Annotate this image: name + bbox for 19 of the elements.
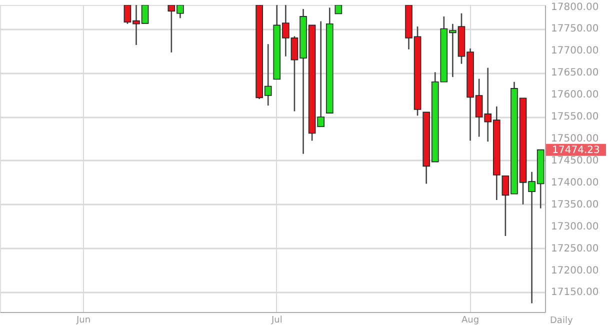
x-tick-label: Aug	[461, 316, 480, 325]
y-tick-label: 17400.00	[551, 177, 599, 188]
y-tick-label: 17750.00	[551, 24, 599, 35]
text: 17474.23	[552, 144, 600, 156]
y-tick-label: 17700.00	[551, 46, 599, 57]
y-tick-label: 17500.00	[551, 134, 599, 145]
y-tick-label: 17650.00	[551, 68, 599, 79]
y-tick-label: 17200.00	[551, 265, 599, 276]
x-tick-label: Jun	[75, 316, 91, 325]
text: Daily	[550, 316, 574, 325]
y-tick-label: 17600.00	[551, 90, 599, 101]
y-tick-label: 17300.00	[551, 221, 599, 232]
x-tick-label: Jul	[270, 316, 282, 325]
y-tick-label: 17250.00	[551, 243, 599, 254]
y-tick-label: 17550.00	[551, 112, 599, 123]
y-tick-label: 17450.00	[551, 155, 599, 166]
y-tick-label: 17150.00	[551, 287, 599, 298]
y-tick-label: 17800.00	[551, 2, 599, 13]
y-tick-label: 17350.00	[551, 199, 599, 210]
